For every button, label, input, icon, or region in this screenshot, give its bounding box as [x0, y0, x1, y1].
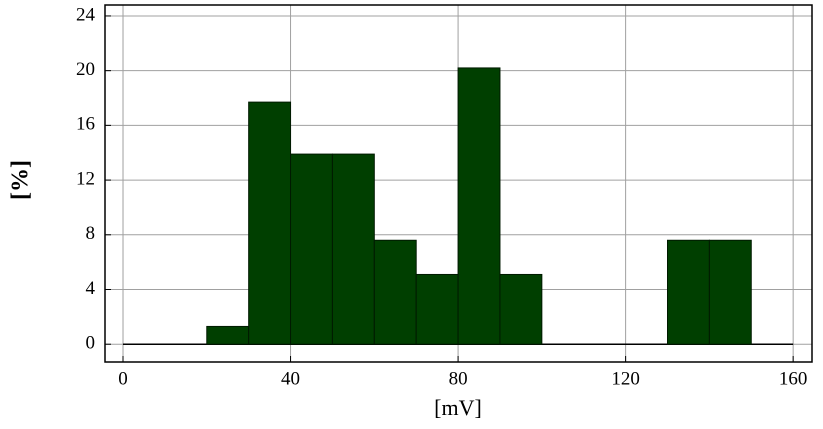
plot-frame [104, 4, 813, 363]
bar [331, 153, 375, 345]
x-tick-label: 120 [611, 368, 640, 389]
bar [457, 67, 501, 345]
bar [708, 239, 752, 345]
x-tick-label: 0 [118, 368, 128, 389]
y-axis-label: [%] [8, 160, 34, 200]
bar [248, 101, 292, 345]
x-axis-label: [mV] [434, 395, 482, 420]
y-tick-label: 24 [76, 4, 96, 25]
bar [206, 325, 250, 345]
y-tick-label: 0 [86, 333, 96, 354]
x-tick-label: 160 [779, 368, 808, 389]
y-tick-label: 12 [76, 168, 95, 189]
bar [415, 273, 459, 345]
bar [373, 239, 417, 345]
y-tick-label: 16 [76, 114, 95, 135]
y-tick-label: 20 [76, 59, 95, 80]
bar [667, 239, 710, 345]
x-tick-label: 40 [281, 368, 300, 389]
y-tick-label: 8 [86, 223, 96, 244]
x-tick-label: 80 [449, 368, 468, 389]
bar [290, 153, 333, 345]
bar [499, 273, 543, 345]
y-tick-label: 4 [86, 278, 96, 299]
